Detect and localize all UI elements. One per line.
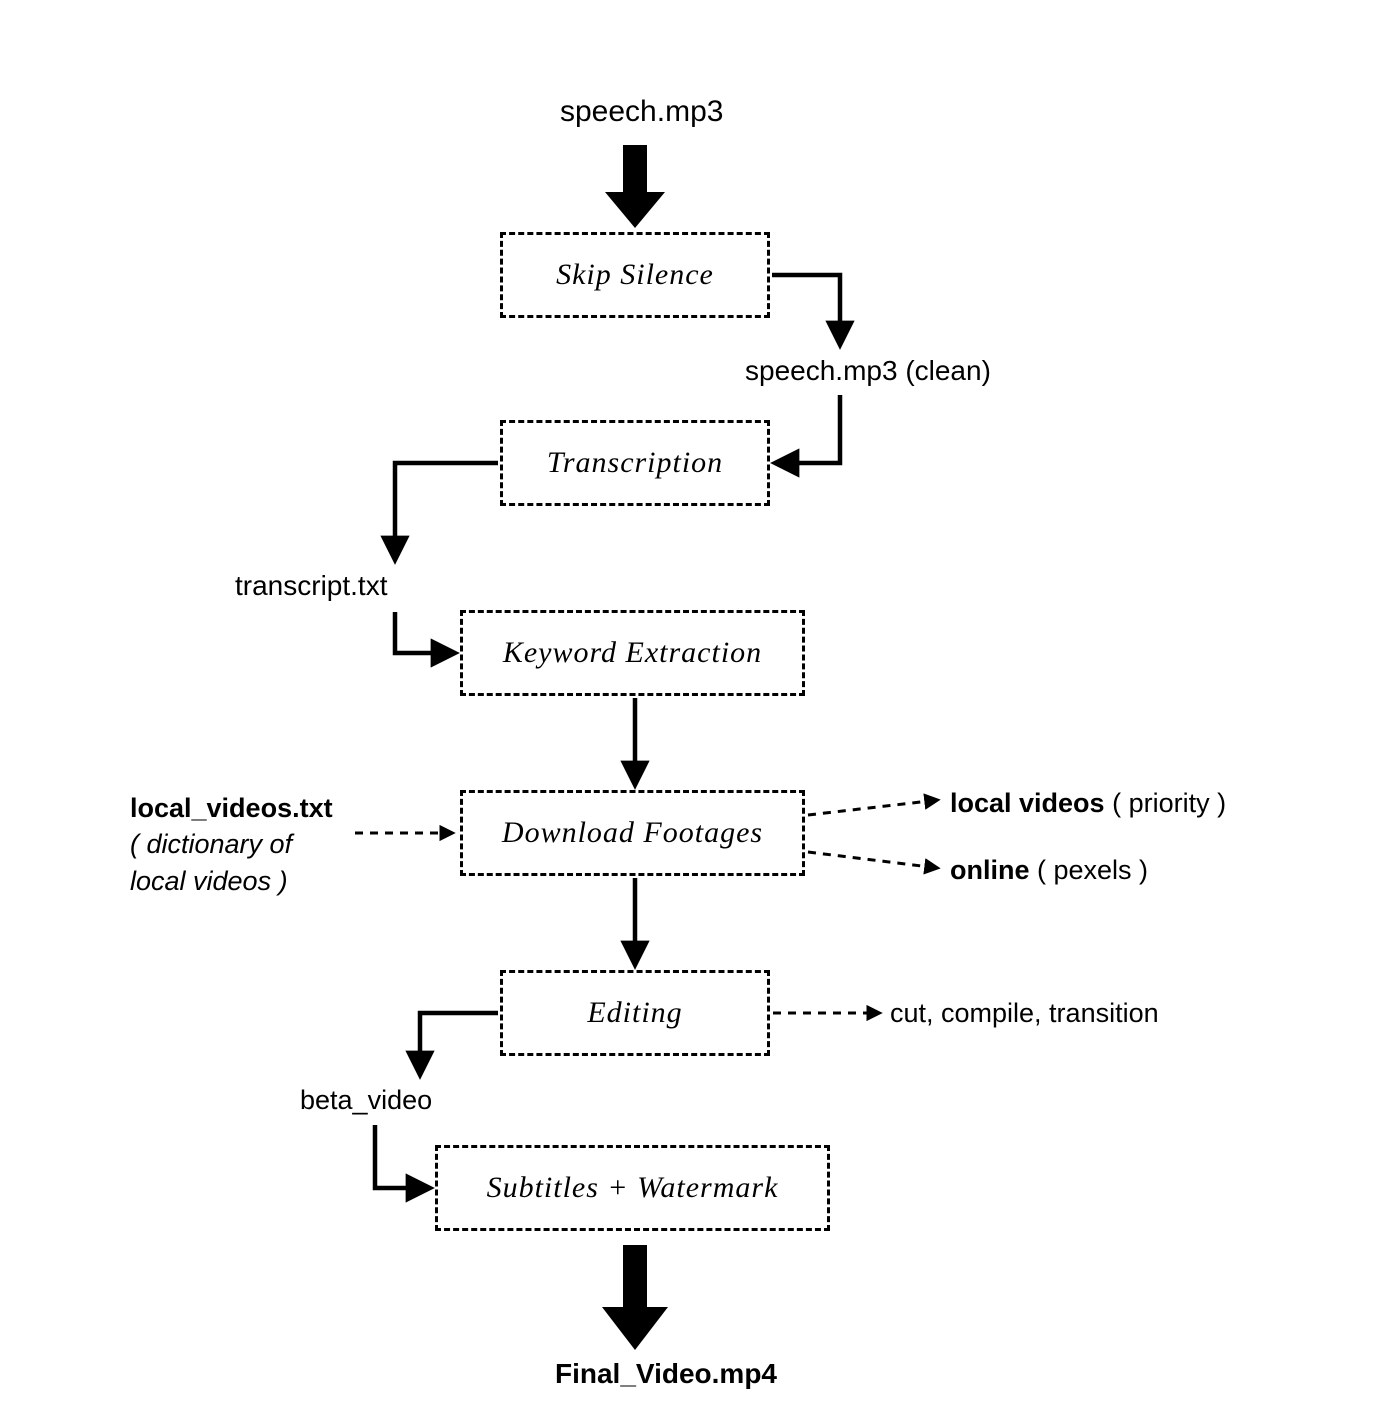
label-local-videos-file-l2: ( dictionary of [130, 829, 292, 859]
node-keyword-extraction: Keyword Extraction [460, 610, 805, 696]
arrow-skip-to-clean [772, 275, 840, 345]
label-beta-video: beta_video [300, 1085, 432, 1116]
label-online-bold: online [950, 855, 1030, 885]
arrow-transcription-to-transcript [395, 463, 498, 560]
arrow-download-to-local [808, 800, 938, 815]
arrow-clean-to-transcription [775, 395, 840, 463]
node-skip-silence: Skip Silence [500, 232, 770, 318]
arrow-beta-to-subtitles [375, 1125, 430, 1188]
arrow-input-to-skip [605, 145, 665, 228]
arrow-subtitles-to-output [602, 1245, 668, 1350]
label-online-rest: ( pexels ) [1030, 855, 1149, 885]
node-editing: Editing [500, 970, 770, 1056]
arrow-transcript-to-keyword [395, 612, 455, 653]
node-subtitles-watermark: Subtitles + Watermark [435, 1145, 830, 1231]
label-local-videos-file: local_videos.txt ( dictionary of local v… [130, 790, 333, 899]
label-local-videos-file-l1: local_videos.txt [130, 793, 333, 823]
arrow-download-to-online [808, 852, 938, 868]
label-transcript: transcript.txt [235, 570, 387, 602]
arrow-editing-to-beta [420, 1013, 498, 1075]
label-local-videos-file-l3: local videos ) [130, 866, 288, 896]
label-editing-note: cut, compile, transition [890, 998, 1159, 1029]
label-speech-clean: speech.mp3 (clean) [745, 355, 991, 387]
node-transcription: Transcription [500, 420, 770, 506]
flowchart-canvas: speech.mp3 Skip Silence Transcription Ke… [0, 0, 1396, 1426]
node-download-footages: Download Footages [460, 790, 805, 876]
label-local-videos-rest: ( priority ) [1105, 788, 1227, 818]
label-local-videos-out: local videos ( priority ) [950, 788, 1226, 819]
label-online-out: online ( pexels ) [950, 855, 1148, 886]
label-local-videos-bold: local videos [950, 788, 1105, 818]
output-label: Final_Video.mp4 [555, 1358, 777, 1390]
input-label: speech.mp3 [560, 95, 723, 129]
